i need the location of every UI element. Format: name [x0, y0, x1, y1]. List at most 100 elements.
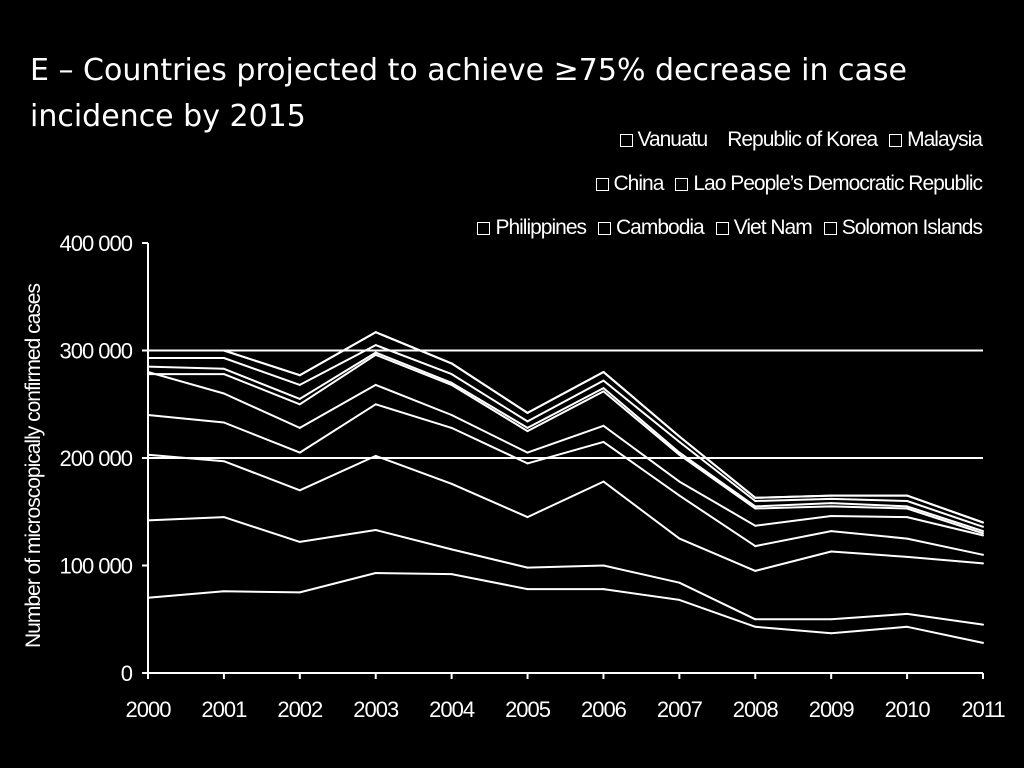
data-point	[298, 451, 301, 454]
chart-title: E – Countries projected to achieve ≥75% …	[30, 53, 907, 134]
x-tick-label: 2008	[733, 697, 779, 722]
legend-swatch	[619, 133, 633, 147]
series-line-lao-people-s-democratic-republic	[148, 353, 984, 535]
legend-swatch	[598, 221, 612, 235]
x-tick-label: 2003	[353, 697, 399, 722]
x-tick-label: 2005	[505, 697, 551, 722]
data-point	[450, 482, 453, 485]
data-point	[754, 569, 757, 572]
legend-label: China	[613, 172, 665, 195]
legend-label: Philippines	[495, 216, 587, 239]
legend-swatch	[715, 221, 729, 235]
data-point	[222, 516, 225, 519]
data-point	[526, 462, 529, 465]
data-point	[450, 381, 453, 384]
data-point	[147, 357, 149, 360]
y-tick-label: 200 000	[59, 446, 132, 471]
legend-label: Republic of Korea	[727, 128, 878, 151]
data-point	[222, 460, 225, 463]
data-point	[830, 618, 833, 621]
data-point	[602, 390, 605, 393]
data-point	[678, 440, 681, 443]
legend-item: Vanuatu	[619, 128, 709, 152]
x-tick-label: 2000	[126, 697, 172, 722]
x-tick-label: 2004	[429, 697, 475, 722]
data-point	[906, 516, 909, 519]
data-point	[526, 411, 529, 414]
data-point	[222, 373, 225, 376]
data-point	[374, 454, 377, 457]
data-point	[526, 420, 529, 423]
series-line-viet-nam	[147, 453, 984, 572]
x-tick-label: 2002	[277, 697, 323, 722]
series-line-malaysia	[148, 344, 984, 528]
data-point	[906, 505, 909, 508]
data-point	[147, 349, 149, 352]
data-point	[830, 515, 833, 518]
data-point	[526, 430, 529, 433]
data-point	[602, 480, 605, 483]
data-point	[754, 625, 757, 628]
legend-swatch	[889, 133, 903, 147]
data-point	[678, 435, 681, 438]
data-point	[830, 550, 833, 553]
data-point	[830, 505, 833, 508]
data-point	[298, 426, 301, 429]
data-point	[526, 588, 529, 591]
data-point	[374, 529, 377, 532]
data-point	[450, 373, 453, 376]
data-point	[830, 497, 833, 500]
data-point	[678, 598, 681, 601]
legend-item: Malaysia	[889, 128, 983, 152]
data-point	[982, 530, 984, 533]
data-point	[222, 367, 225, 370]
data-point	[222, 421, 225, 424]
data-point	[982, 641, 984, 644]
data-point	[526, 516, 529, 519]
data-point	[906, 494, 909, 497]
data-point	[450, 426, 453, 429]
data-point	[298, 591, 301, 594]
data-point	[147, 373, 149, 376]
x-tick-label: 2010	[885, 697, 931, 722]
legend-swatch	[823, 221, 837, 235]
data-point	[906, 625, 909, 628]
data-point	[147, 365, 149, 368]
data-point	[982, 521, 984, 524]
data-point	[222, 357, 225, 360]
legend-label: Solomon Islands	[841, 216, 983, 239]
legend-item: Cambodia	[598, 216, 705, 240]
series-line-china	[147, 351, 984, 533]
data-point	[982, 553, 984, 556]
data-point	[602, 564, 605, 567]
x-tick-label: 2007	[657, 697, 703, 722]
data-point	[602, 379, 605, 382]
data-point	[602, 371, 605, 373]
data-point	[374, 344, 377, 347]
data-point	[147, 414, 149, 416]
data-point	[450, 573, 453, 576]
series-line-vanuatu	[148, 331, 984, 524]
y-axis-label: Number of microscopically confirmed case…	[22, 284, 45, 648]
data-point	[602, 440, 605, 443]
data-point	[982, 534, 984, 537]
data-point	[222, 349, 225, 352]
data-point	[754, 505, 757, 508]
legend-label: Vanuatu	[637, 128, 709, 151]
data-point	[450, 414, 453, 416]
data-point	[450, 548, 453, 551]
chart-legend: Vanuatu Republic of Korea Malaysia China Lao…	[342, 128, 983, 240]
data-point	[526, 451, 529, 454]
data-point	[602, 387, 605, 390]
data-point	[830, 530, 833, 533]
legend-label: Malaysia	[907, 128, 983, 151]
data-point	[374, 351, 377, 354]
data-point	[754, 507, 757, 510]
data-point	[298, 540, 301, 543]
data-point	[298, 403, 301, 406]
data-point	[298, 383, 301, 386]
data-point	[147, 596, 149, 599]
data-point	[450, 362, 453, 365]
legend-swatch	[477, 221, 491, 235]
data-point	[754, 545, 757, 548]
